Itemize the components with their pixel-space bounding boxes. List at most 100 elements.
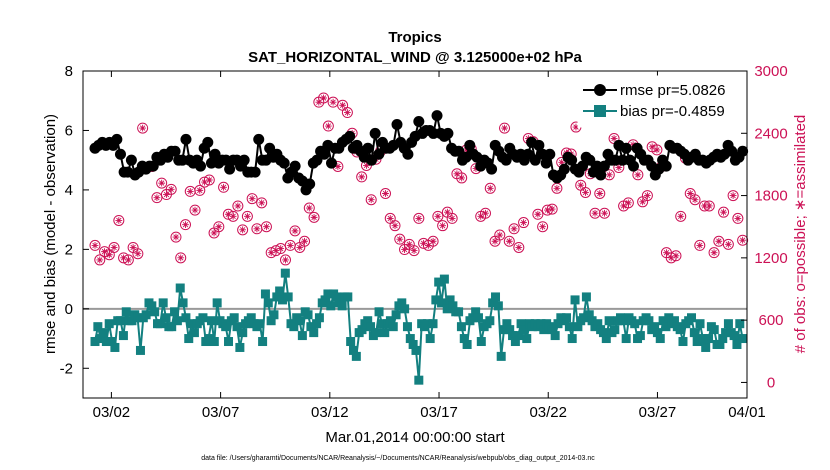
bias-point: [351, 351, 361, 361]
obs-count-point: [513, 241, 525, 253]
y-tick-label: 6: [65, 122, 73, 139]
obs-assimilated-marker: [491, 237, 499, 245]
bias-point: [678, 337, 688, 347]
series-layer: [89, 92, 749, 385]
bias-point: [408, 339, 418, 349]
obs-assimilated-marker: [139, 124, 147, 132]
obs-assimilated-marker: [367, 196, 375, 204]
x-tick-label: 03/02: [93, 404, 131, 421]
obs-count-point: [494, 229, 506, 241]
obs-possible-marker: [675, 210, 687, 222]
chart-title: Tropics: [388, 29, 441, 46]
bias-point: [306, 322, 316, 332]
bias-point: [434, 277, 444, 287]
obs-assimilated-marker: [596, 190, 604, 197]
obs-count-point: [175, 252, 187, 264]
obs-possible-marker: [456, 172, 468, 184]
x-tick-label: 03/07: [202, 404, 240, 421]
rmse-point: [249, 166, 261, 178]
obs-possible-marker: [389, 220, 401, 232]
bias-point: [400, 304, 410, 314]
obs-possible-marker: [165, 183, 177, 195]
series-bias: [90, 268, 748, 385]
obs-assimilated-marker: [329, 98, 337, 106]
bias-point: [161, 313, 171, 323]
rmse-point: [442, 127, 454, 139]
bias-point: [445, 295, 455, 305]
obs-assimilated-marker: [320, 94, 327, 102]
bias-point: [343, 292, 353, 302]
bias-point: [567, 334, 577, 344]
bias-point: [101, 337, 111, 347]
rmse-point: [529, 154, 541, 166]
rmse-point: [486, 163, 498, 175]
legend-marker-bias: [594, 105, 606, 117]
obs-possible-marker: [379, 187, 391, 199]
bias-point: [539, 325, 549, 335]
bias-point: [297, 331, 307, 341]
obs-possible-marker: [94, 254, 106, 266]
rmse-point: [598, 160, 610, 172]
obs-assimilated-marker: [739, 236, 747, 244]
y-tick-label-right: 3000: [754, 63, 787, 80]
obs-assimilated-marker: [572, 123, 580, 131]
obs-possible-marker: [203, 174, 215, 186]
obs-count-point: [599, 207, 611, 219]
rmse-point: [431, 110, 443, 122]
bias-point: [96, 334, 106, 344]
bias-point: [422, 319, 432, 329]
obs-count-point: [689, 194, 701, 206]
rmse-point: [737, 145, 749, 157]
obs-possible-marker: [322, 120, 334, 132]
obs-assimilated-marker: [358, 173, 366, 181]
obs-assimilated-marker: [115, 217, 123, 224]
obs-assimilated-marker: [486, 184, 494, 192]
bias-point: [189, 328, 199, 338]
bias-point: [374, 307, 384, 317]
obs-possible-marker: [670, 250, 682, 262]
obs-possible-marker: [175, 252, 187, 264]
bias-point: [735, 319, 745, 329]
bias-point: [593, 319, 603, 329]
obs-possible-marker: [513, 241, 525, 253]
obs-possible-marker: [113, 214, 125, 226]
rmse-point: [195, 160, 207, 172]
obs-assimilated-marker: [324, 122, 332, 130]
bias-point: [692, 337, 702, 347]
obs-assimilated-marker: [415, 215, 423, 222]
obs-count-point: [546, 203, 558, 215]
obs-possible-marker: [237, 224, 249, 236]
footer-note: data file: /Users/gharamti/Documents/NCA…: [201, 455, 595, 462]
bias-point: [175, 283, 185, 293]
obs-assimilated-marker: [453, 170, 461, 178]
y-tick-label: 4: [65, 182, 73, 199]
obs-assimilated-marker: [253, 225, 261, 233]
obs-possible-marker: [156, 177, 168, 189]
rmse-point: [533, 139, 545, 151]
obs-count-point: [232, 200, 244, 212]
obs-assimilated-marker: [539, 223, 547, 231]
legend-box: [577, 75, 740, 128]
bias-point: [232, 322, 242, 332]
bias-point: [380, 328, 390, 338]
obs-count-point: [322, 120, 334, 132]
rmse-point: [391, 119, 403, 131]
obs-possible-marker: [737, 234, 749, 246]
obs-count-point: [718, 206, 730, 218]
obs-assimilated-marker: [634, 171, 642, 179]
obs-count-point: [241, 210, 253, 222]
y-tick-label-right: 2400: [754, 125, 787, 142]
obs-possible-marker: [722, 238, 734, 250]
rmse-point: [595, 169, 607, 181]
obs-assimilated-marker: [624, 199, 632, 207]
bias-point: [133, 313, 143, 323]
obs-possible-marker: [651, 144, 663, 156]
bias-point: [496, 351, 506, 361]
y-axis-label-right: # of obs: o=possible; ∗=assimilated: [792, 115, 809, 354]
obs-assimilated-marker: [134, 250, 142, 258]
bias-point: [448, 301, 458, 311]
obs-count-point: [579, 186, 591, 198]
obs-assimilated-marker: [548, 205, 556, 213]
bias-point: [272, 292, 282, 302]
obs-count-point: [722, 238, 734, 250]
